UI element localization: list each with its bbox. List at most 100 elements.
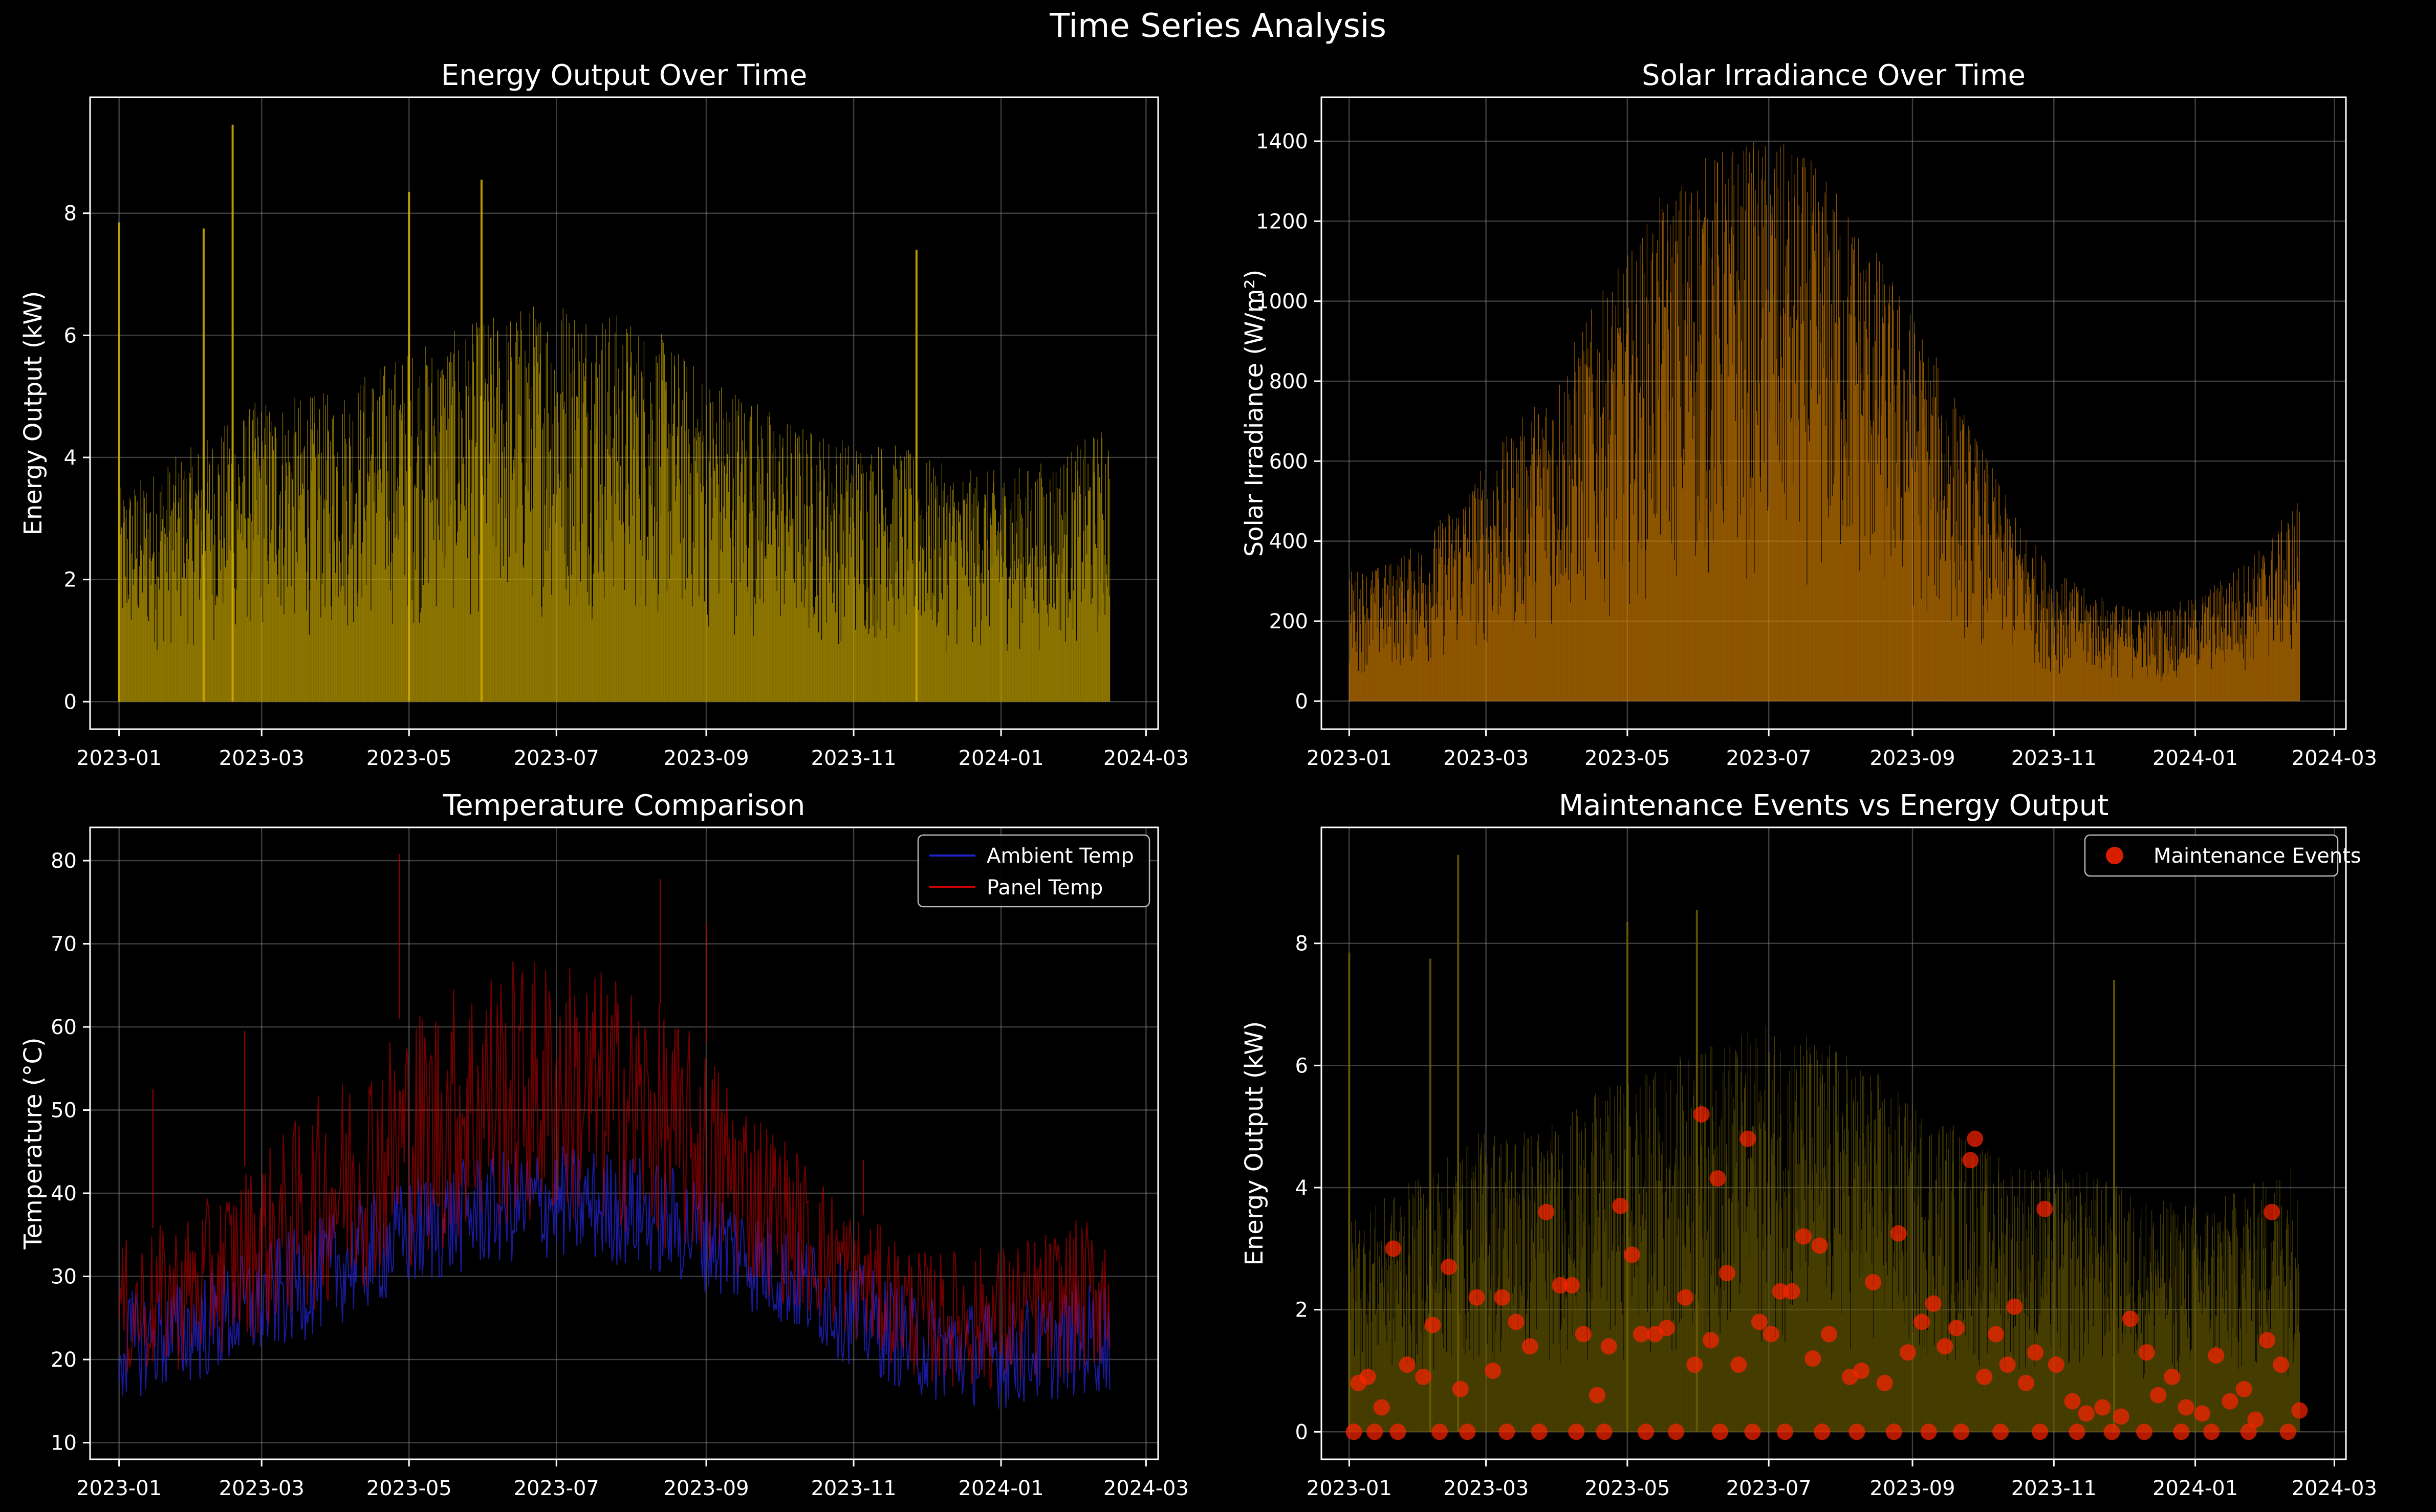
maintenance-background-bar xyxy=(1488,1255,1489,1432)
irradiance-bar xyxy=(1997,587,1998,702)
energy-bar xyxy=(346,501,347,702)
maintenance-background-bar xyxy=(1918,1153,1919,1432)
maintenance-background-bar xyxy=(1521,1296,1522,1432)
energy-bar xyxy=(985,494,986,702)
energy-bar xyxy=(655,578,656,702)
energy-bar xyxy=(628,525,629,702)
maintenance-background-bar xyxy=(2086,1172,2087,1432)
irradiance-bar xyxy=(1999,594,2000,702)
y-axis-label: Energy Output (kW) xyxy=(19,291,48,535)
maintenance-background-bar xyxy=(1889,1134,1890,1432)
irradiance-bar xyxy=(1909,331,1910,702)
irradiance-bar xyxy=(2202,604,2203,702)
irradiance-bar xyxy=(1884,284,1885,702)
energy-bar xyxy=(769,417,770,702)
energy-bar xyxy=(629,543,630,702)
irradiance-bar xyxy=(2017,558,2018,702)
energy-bar xyxy=(650,382,651,702)
maintenance-background-bar xyxy=(2103,1245,2104,1432)
energy-bar xyxy=(155,584,156,702)
maintenance-background-bar xyxy=(1797,1164,1798,1432)
energy-bar xyxy=(593,574,594,702)
irradiance-bar xyxy=(1853,250,1854,702)
irradiance-bar xyxy=(1379,652,1380,702)
plot-area-irradiance xyxy=(1348,142,2300,702)
maintenance-background-bar xyxy=(2043,1218,2044,1432)
maintenance-background-bar xyxy=(1730,1312,1731,1432)
maintenance-background-bar xyxy=(1578,1195,1579,1432)
energy-bar xyxy=(902,537,903,702)
maintenance-background-bar xyxy=(1542,1239,1543,1432)
maintenance-background-bar xyxy=(1785,1168,1786,1432)
irradiance-bar xyxy=(2218,647,2220,702)
energy-bar xyxy=(410,400,411,702)
energy-bar xyxy=(581,334,582,702)
maintenance-background-bar xyxy=(2095,1237,2096,1432)
energy-bar xyxy=(241,514,242,702)
irradiance-bar xyxy=(2292,511,2293,702)
y-tick-label: 20 xyxy=(51,1348,77,1372)
energy-bar xyxy=(799,453,800,702)
irradiance-bar xyxy=(1762,157,1763,702)
irradiance-bar xyxy=(1583,351,1584,702)
maintenance-background-bar xyxy=(2090,1228,2091,1432)
irradiance-bar xyxy=(1638,542,1639,702)
maintenance-background-bar xyxy=(1855,1077,1856,1432)
irradiance-bar xyxy=(1573,486,1574,702)
energy-bar xyxy=(865,628,866,702)
energy-bar xyxy=(407,356,408,702)
energy-bar xyxy=(176,532,177,702)
irradiance-bar xyxy=(1620,327,1621,702)
maintenance-background-bar xyxy=(1840,1152,1841,1432)
maintenance-background-bar xyxy=(1633,1249,1634,1432)
irradiance-bar xyxy=(1521,441,1522,702)
maintenance-background-bar xyxy=(1722,1205,1723,1432)
energy-bar xyxy=(238,477,240,702)
energy-bar xyxy=(367,473,368,702)
irradiance-bar xyxy=(1556,555,1557,702)
irradiance-bar xyxy=(2273,640,2274,702)
energy-bar xyxy=(671,554,672,702)
energy-bar xyxy=(169,472,170,702)
energy-bar xyxy=(1021,623,1023,702)
irradiance-bar xyxy=(1806,283,1807,702)
irradiance-bar xyxy=(1819,395,1820,702)
energy-bar xyxy=(873,471,874,702)
maintenance-background-bar xyxy=(1859,1138,1860,1432)
maintenance-background-bar xyxy=(2024,1312,2025,1432)
maintenance-background-bar xyxy=(2164,1283,2165,1432)
maintenance-background-bar xyxy=(1638,1154,1639,1432)
irradiance-bar xyxy=(1882,316,1883,702)
energy-bar xyxy=(714,471,715,702)
irradiance-bar xyxy=(1783,144,1785,702)
maintenance-background-bar xyxy=(1666,1168,1667,1432)
irradiance-bar xyxy=(1821,562,1822,702)
maintenance-background-bar xyxy=(1750,1155,1751,1432)
irradiance-bar xyxy=(2006,617,2007,702)
maintenance-background-bar xyxy=(2003,1179,2004,1432)
irradiance-bar xyxy=(1994,497,1995,702)
irradiance-bar xyxy=(2129,617,2130,702)
energy-bar xyxy=(733,478,734,702)
energy-bar xyxy=(391,553,393,702)
irradiance-bar xyxy=(2108,645,2109,702)
maintenance-background-bar xyxy=(1680,1060,1681,1432)
energy-bar xyxy=(922,548,923,702)
energy-bar xyxy=(488,401,489,702)
energy-bar xyxy=(234,587,235,702)
irradiance-bar xyxy=(1474,484,1475,702)
energy-bar xyxy=(1086,554,1088,702)
energy-bar xyxy=(1019,649,1020,702)
irradiance-bar xyxy=(1489,583,1490,702)
maintenance-background-bar xyxy=(1611,1153,1612,1432)
irradiance-bar xyxy=(1462,616,1463,702)
energy-bar xyxy=(429,465,430,702)
plot-area-maintenance xyxy=(1345,854,2308,1440)
energy-bar xyxy=(511,357,512,702)
energy-bar xyxy=(364,377,365,702)
energy-bar xyxy=(272,436,273,702)
energy-bar xyxy=(360,410,361,702)
energy-bar xyxy=(575,430,576,702)
irradiance-bar xyxy=(1836,193,1837,702)
energy-bar xyxy=(611,495,612,702)
